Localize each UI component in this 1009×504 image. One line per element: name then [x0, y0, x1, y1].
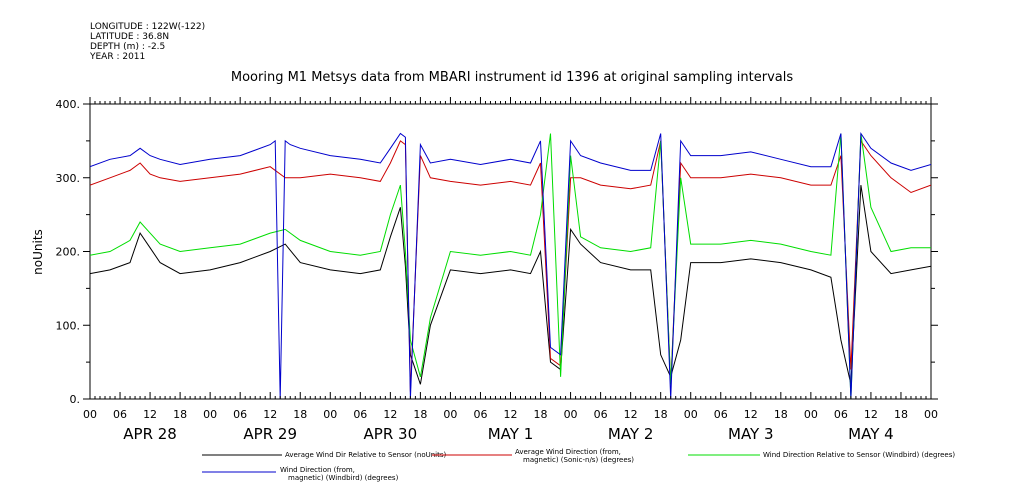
x-tick-label: 18 [534, 408, 548, 421]
meta-year: YEAR : 2011 [90, 52, 146, 62]
x-tick-label: 00 [564, 408, 578, 421]
x-tick-label: 00 [443, 408, 457, 421]
x-tick-label: 18 [173, 408, 187, 421]
x-day-label: APR 30 [364, 425, 418, 443]
x-tick-label: 00 [924, 408, 938, 421]
x-tick-label: 06 [473, 408, 487, 421]
meta-depth: DEPTH (m) : -2.5 [90, 42, 166, 52]
x-tick-label: 06 [353, 408, 367, 421]
x-tick-label: 00 [804, 408, 818, 421]
series-line-4 [90, 131, 931, 399]
x-tick-label: 12 [383, 408, 397, 421]
series-layer [90, 131, 931, 399]
metadata-block: LONGITUDE : 122W(-122) LATITUDE : 36.8N … [90, 22, 205, 62]
x-day-label: MAY 1 [488, 425, 534, 443]
x-tick-label: 00 [83, 408, 97, 421]
x-tick-label: 12 [263, 408, 277, 421]
x-tick-label: 12 [864, 408, 878, 421]
axis-layer: 0. 100. 200. 300. 400. 00 06 12 18 00 06 12 18 00 06 12… [56, 97, 938, 443]
x-tick-label: 12 [744, 408, 758, 421]
legend: Average Wind Dir Relative to Sensor (noU… [202, 448, 955, 482]
x-tick-label: 12 [504, 408, 518, 421]
meta-latitude: LATITUDE : 36.8N [90, 32, 170, 42]
y-tick-label: 0. [70, 393, 81, 406]
x-day-label: MAY 4 [848, 425, 894, 443]
x-tick-label: 18 [413, 408, 427, 421]
x-tick-label: 12 [624, 408, 638, 421]
legend-label-1: Average Wind Dir Relative to Sensor (noU… [285, 451, 446, 459]
chart-title: Mooring M1 Metsys data from MBARI instru… [231, 70, 793, 85]
x-tick-label: 06 [233, 408, 247, 421]
x-tick-label: 18 [894, 408, 908, 421]
x-tick-label: 00 [684, 408, 698, 421]
y-axis-label: noUnits [31, 229, 45, 275]
series-line-1 [90, 185, 931, 385]
x-tick-label: 12 [143, 408, 157, 421]
y-tick-label: 400. [56, 98, 81, 111]
y-tick-label: 200. [56, 246, 81, 259]
x-tick-label: 18 [654, 408, 668, 421]
meta-longitude: LONGITUDE : 122W(-122) [90, 22, 206, 32]
series-line-3 [90, 133, 931, 399]
x-tick-label: 00 [203, 408, 217, 421]
y-tick-label: 300. [56, 172, 81, 185]
x-day-label: APR 29 [243, 425, 297, 443]
x-tick-label: 06 [113, 408, 127, 421]
x-tick-label: 06 [594, 408, 608, 421]
x-tick-label: 18 [293, 408, 307, 421]
y-tick-label: 100. [56, 319, 81, 332]
legend-label-3: Wind Direction Relative to Sensor (Windb… [763, 451, 955, 459]
x-tick-label: 00 [323, 408, 337, 421]
x-day-label: APR 28 [123, 425, 177, 443]
x-tick-label: 18 [774, 408, 788, 421]
series-line-2 [90, 139, 931, 392]
legend-label-2: Average Wind Direction (from, magnetic) (… [515, 448, 634, 464]
x-tick-label: 06 [714, 408, 728, 421]
x-day-label: MAY 2 [608, 425, 654, 443]
legend-label-4: Wind Direction (from, magnetic) (Windbird… [280, 466, 399, 482]
x-tick-label: 06 [834, 408, 848, 421]
x-day-label: MAY 3 [728, 425, 774, 443]
